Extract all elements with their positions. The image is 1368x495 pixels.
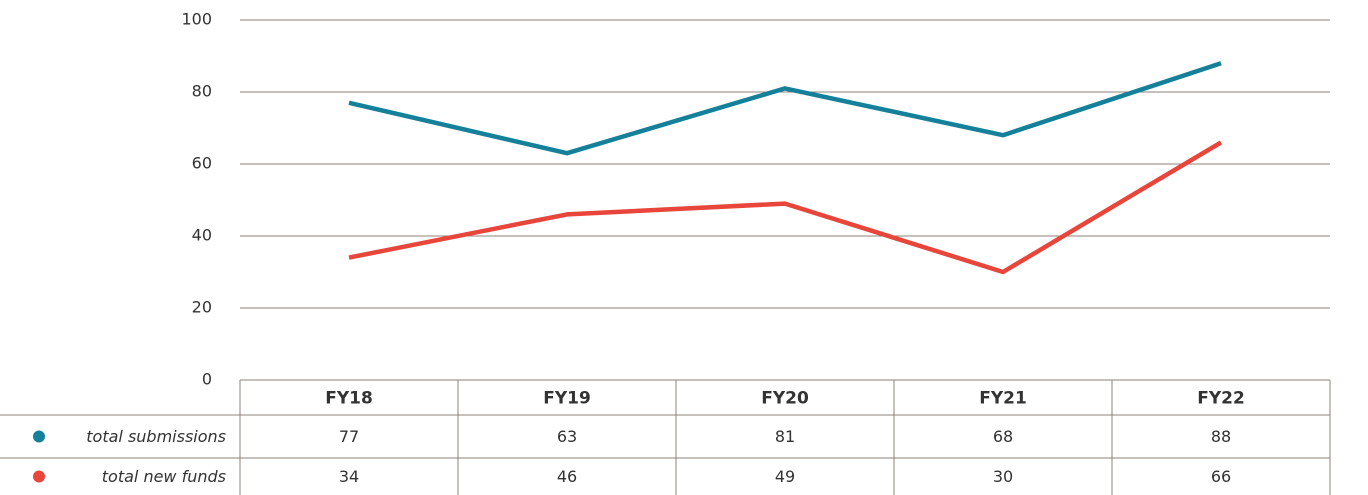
table-value: 77 (339, 427, 359, 446)
table-value: 30 (993, 467, 1013, 486)
legend-label: total new funds (102, 467, 226, 486)
y-tick-label: 20 (192, 298, 212, 317)
table-value: 63 (557, 427, 577, 446)
table-value: 66 (1211, 467, 1231, 486)
x-tick-label: FY18 (325, 389, 373, 409)
x-tick-label: FY20 (761, 389, 809, 409)
y-tick-label: 60 (192, 154, 212, 173)
table-value: 68 (993, 427, 1013, 446)
table-value: 88 (1211, 427, 1231, 446)
y-tick-label: 80 (192, 82, 212, 101)
legend-marker (33, 430, 45, 443)
table-value: 81 (775, 427, 795, 446)
y-tick-label: 100 (181, 10, 212, 29)
legend-label: total submissions (86, 427, 226, 446)
legend-marker (33, 470, 45, 483)
y-tick-label: 40 (192, 226, 212, 245)
series-line (348, 140, 1223, 275)
table-value: 49 (775, 467, 795, 486)
series-line (348, 61, 1222, 156)
table-value: 46 (557, 467, 577, 486)
x-tick-label: FY19 (543, 389, 591, 409)
table-value: 34 (339, 467, 359, 486)
x-tick-label: FY21 (979, 389, 1027, 409)
y-tick-label: 0 (202, 370, 212, 389)
x-tick-label: FY22 (1197, 389, 1245, 409)
